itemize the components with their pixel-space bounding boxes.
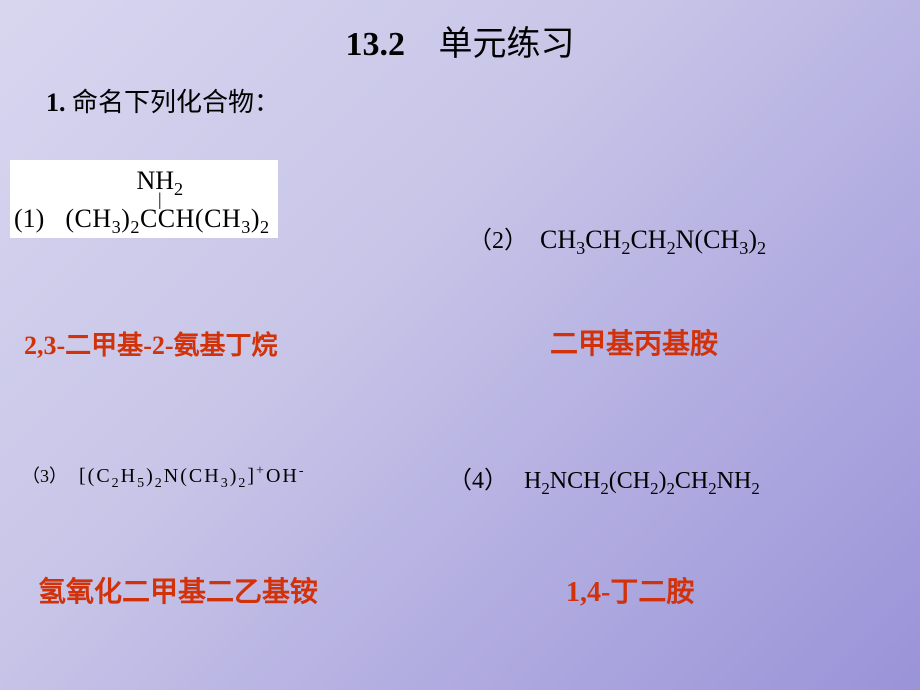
item-4-formula: H2NCH2(CH2)2CH2NH2 xyxy=(524,468,760,494)
item-2-label: （2） xyxy=(468,228,528,254)
item-3-formula: [(C2H5)2N(CH3)2]+OH- xyxy=(79,465,306,487)
item-1-formula: (CH3)2CCH(CH3)2 xyxy=(65,204,269,233)
item-2-answer: 二甲基丙基胺 xyxy=(550,322,718,362)
item-3: （3） [(C2H5)2N(CH3)2]+OH- xyxy=(22,462,306,488)
section-number: 13.2 xyxy=(346,26,406,63)
item-4: （4） H2NCH2(CH2)2CH2NH2 xyxy=(448,460,760,495)
item-2-formula: CH3CH2CH2N(CH3)2 xyxy=(540,225,766,254)
prompt-text: 命名下列化合物： xyxy=(72,88,280,117)
item-3-label: （3） xyxy=(22,466,67,486)
item-1: NH2 | (1) (CH3)2CCH(CH3)2 xyxy=(10,160,278,238)
page-title: 13.2 单元练习 xyxy=(0,16,920,65)
item-1-answer: 2,3-二甲基-2-氨基丁烷 xyxy=(24,325,278,362)
question-prompt: 1. 命名下列化合物： xyxy=(46,82,280,119)
item-4-label: （4） xyxy=(448,468,508,494)
question-number: 1. xyxy=(46,88,66,117)
title-text: 单元练习 xyxy=(439,26,575,63)
item-2: （2） CH3CH2CH2N(CH3)2 xyxy=(468,220,766,255)
item-4-answer: 1,4-丁二胺 xyxy=(566,570,694,610)
item-3-answer: 氢氧化二甲基二乙基铵 xyxy=(38,570,318,610)
bond-line-icon: | xyxy=(32,194,288,204)
item-1-box: NH2 | (1) (CH3)2CCH(CH3)2 xyxy=(10,160,278,238)
item-1-label: (1) xyxy=(14,204,44,233)
